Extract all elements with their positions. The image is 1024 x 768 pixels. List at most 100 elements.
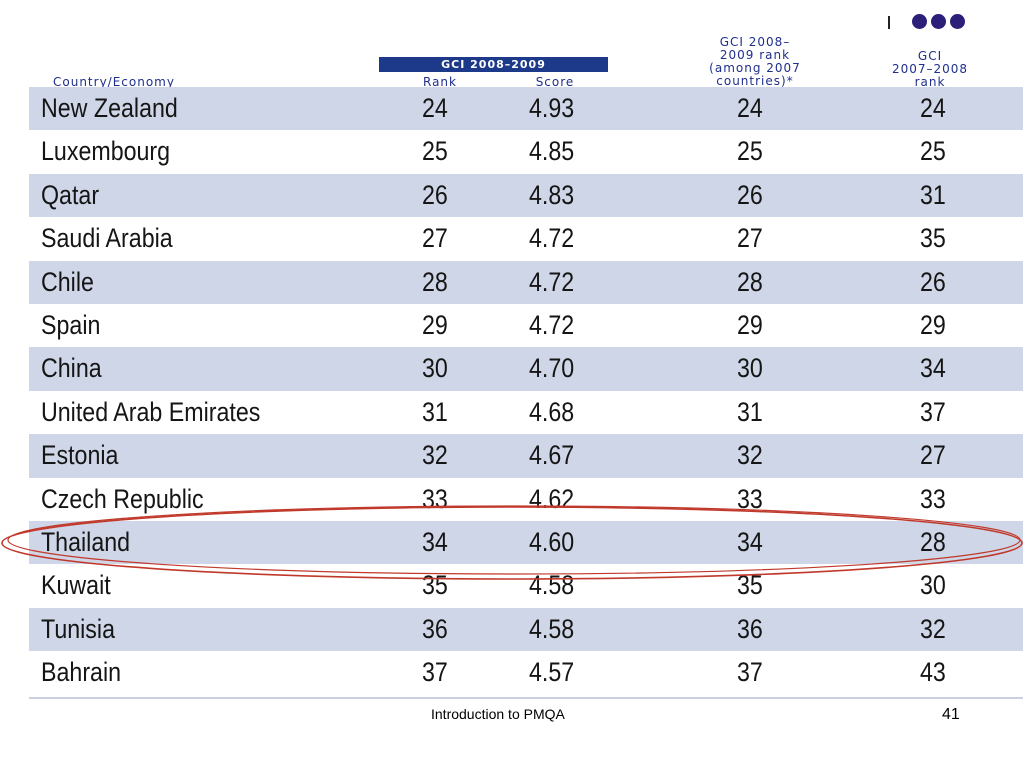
cell-country: Tunisia	[41, 613, 116, 644]
footer-title: Introduction to PMQA	[431, 706, 565, 722]
cell-among-rank: 24	[737, 93, 763, 123]
cell-rank: 27	[422, 223, 448, 254]
cell-among-rank: 27	[737, 223, 763, 254]
header-country: Country/Economy	[53, 75, 175, 89]
cell-prev-rank: 30	[920, 570, 946, 601]
cell-rank: 29	[422, 309, 448, 340]
cell-country: Thailand	[41, 526, 131, 557]
cell-prev-rank: 32	[920, 613, 946, 644]
cell-country: New Zealand	[41, 93, 178, 123]
cell-country: China	[41, 353, 102, 384]
table-bottom-divider	[29, 697, 1023, 699]
cell-among-rank: 36	[737, 613, 763, 644]
cell-country: Saudi Arabia	[41, 223, 173, 254]
cell-among-rank: 32	[737, 440, 763, 471]
decorative-dots	[912, 14, 965, 29]
dot-icon	[912, 14, 927, 29]
header-prev-line: rank	[914, 75, 946, 89]
cell-prev-rank: 28	[920, 526, 946, 557]
cell-score: 4.60	[529, 526, 575, 557]
cell-country: Qatar	[41, 179, 100, 210]
table-row: Estonia 32 4.67 32 27	[29, 434, 1023, 478]
decorative-bar	[888, 16, 890, 29]
header-among-line: GCI 2008–	[719, 35, 791, 49]
cell-prev-rank: 29	[920, 309, 946, 340]
table-row: Luxembourg 25 4.85 25 25	[29, 130, 1023, 173]
cell-rank: 30	[422, 353, 448, 384]
cell-rank: 26	[422, 179, 448, 210]
cell-score: 4.62	[529, 483, 575, 514]
cell-country: Luxembourg	[41, 136, 171, 167]
header-rank: Rank	[423, 75, 457, 89]
table-row: Spain 29 4.72 29 29	[29, 304, 1023, 347]
table-row: United Arab Emirates 31 4.68 31 37	[29, 391, 1023, 434]
cell-among-rank: 30	[737, 353, 763, 384]
cell-country: Bahrain	[41, 657, 122, 688]
cell-country: Kuwait	[41, 570, 111, 601]
header-among-line: (among 2007	[709, 61, 801, 75]
cell-among-rank: 29	[737, 309, 763, 340]
cell-among-rank: 31	[737, 396, 763, 427]
cell-among-rank: 34	[737, 526, 763, 557]
header-among-2007: GCI 2008– 2009 rank (among 2007 countrie…	[665, 36, 845, 88]
cell-prev-rank: 37	[920, 396, 946, 427]
page-number: 41	[942, 706, 960, 723]
cell-among-rank: 33	[737, 483, 763, 514]
cell-rank: 32	[422, 440, 448, 471]
header-prev-line: GCI	[917, 49, 943, 63]
cell-score: 4.57	[529, 657, 575, 688]
dot-icon	[950, 14, 965, 29]
header-among-line: countries)*	[716, 74, 794, 88]
cell-prev-rank: 34	[920, 353, 946, 384]
cell-rank: 35	[422, 570, 448, 601]
table-row: Chile 28 4.72 28 26	[29, 260, 1023, 304]
highlight-ellipse	[1, 505, 1023, 580]
cell-rank: 28	[422, 266, 448, 297]
table-row: New Zealand 24 4.93 24 24	[29, 87, 1023, 131]
table-row: Tunisia 36 4.58 36 32	[29, 607, 1023, 652]
cell-rank: 36	[422, 613, 448, 644]
header-gci-band: GCI 2008–2009	[379, 57, 608, 72]
cell-prev-rank: 24	[920, 93, 946, 123]
cell-rank: 33	[422, 483, 448, 514]
cell-country: United Arab Emirates	[41, 396, 261, 427]
dot-icon	[931, 14, 946, 29]
cell-prev-rank: 43	[920, 657, 946, 688]
table-row: Saudi Arabia 27 4.72 27 35	[29, 217, 1023, 260]
table-row: China 30 4.70 30 34	[29, 347, 1023, 391]
cell-score: 4.58	[529, 613, 575, 644]
cell-rank: 24	[422, 93, 448, 123]
cell-rank: 37	[422, 657, 448, 688]
cell-country: Spain	[41, 309, 101, 340]
cell-prev-rank: 27	[920, 440, 946, 471]
cell-score: 4.83	[529, 179, 575, 210]
table-row: Qatar 26 4.83 26 31	[29, 173, 1023, 218]
cell-score: 4.85	[529, 136, 575, 167]
cell-rank: 34	[422, 526, 448, 557]
cell-prev-rank: 33	[920, 483, 946, 514]
gci-ranking-table: New Zealand 24 4.93 24 24 Luxembourg 25 4.85 25 2…	[29, 87, 1023, 694]
cell-country: Estonia	[41, 440, 119, 471]
cell-among-rank: 25	[737, 136, 763, 167]
cell-prev-rank: 31	[920, 179, 946, 210]
cell-score: 4.70	[529, 353, 575, 384]
cell-prev-rank: 25	[920, 136, 946, 167]
table-row: Czech Republic 33 4.62 33 33	[29, 478, 1023, 521]
cell-among-rank: 37	[737, 657, 763, 688]
table-row: Kuwait 35 4.58 35 30	[29, 564, 1023, 607]
cell-score: 4.93	[529, 93, 575, 123]
cell-score: 4.58	[529, 570, 575, 601]
table-row: Bahrain 37 4.57 37 43	[29, 651, 1023, 694]
header-prev-rank: GCI 2007–2008 rank	[870, 50, 990, 89]
header-prev-line: 2007–2008	[891, 62, 969, 76]
header-among-line: 2009 rank	[719, 48, 791, 62]
cell-prev-rank: 35	[920, 223, 946, 254]
cell-country: Czech Republic	[41, 483, 204, 514]
header-score: Score	[535, 75, 575, 89]
cell-rank: 31	[422, 396, 448, 427]
cell-score: 4.72	[529, 223, 575, 254]
cell-score: 4.72	[529, 309, 575, 340]
cell-rank: 25	[422, 136, 448, 167]
cell-country: Chile	[41, 266, 94, 297]
cell-prev-rank: 26	[920, 266, 946, 297]
